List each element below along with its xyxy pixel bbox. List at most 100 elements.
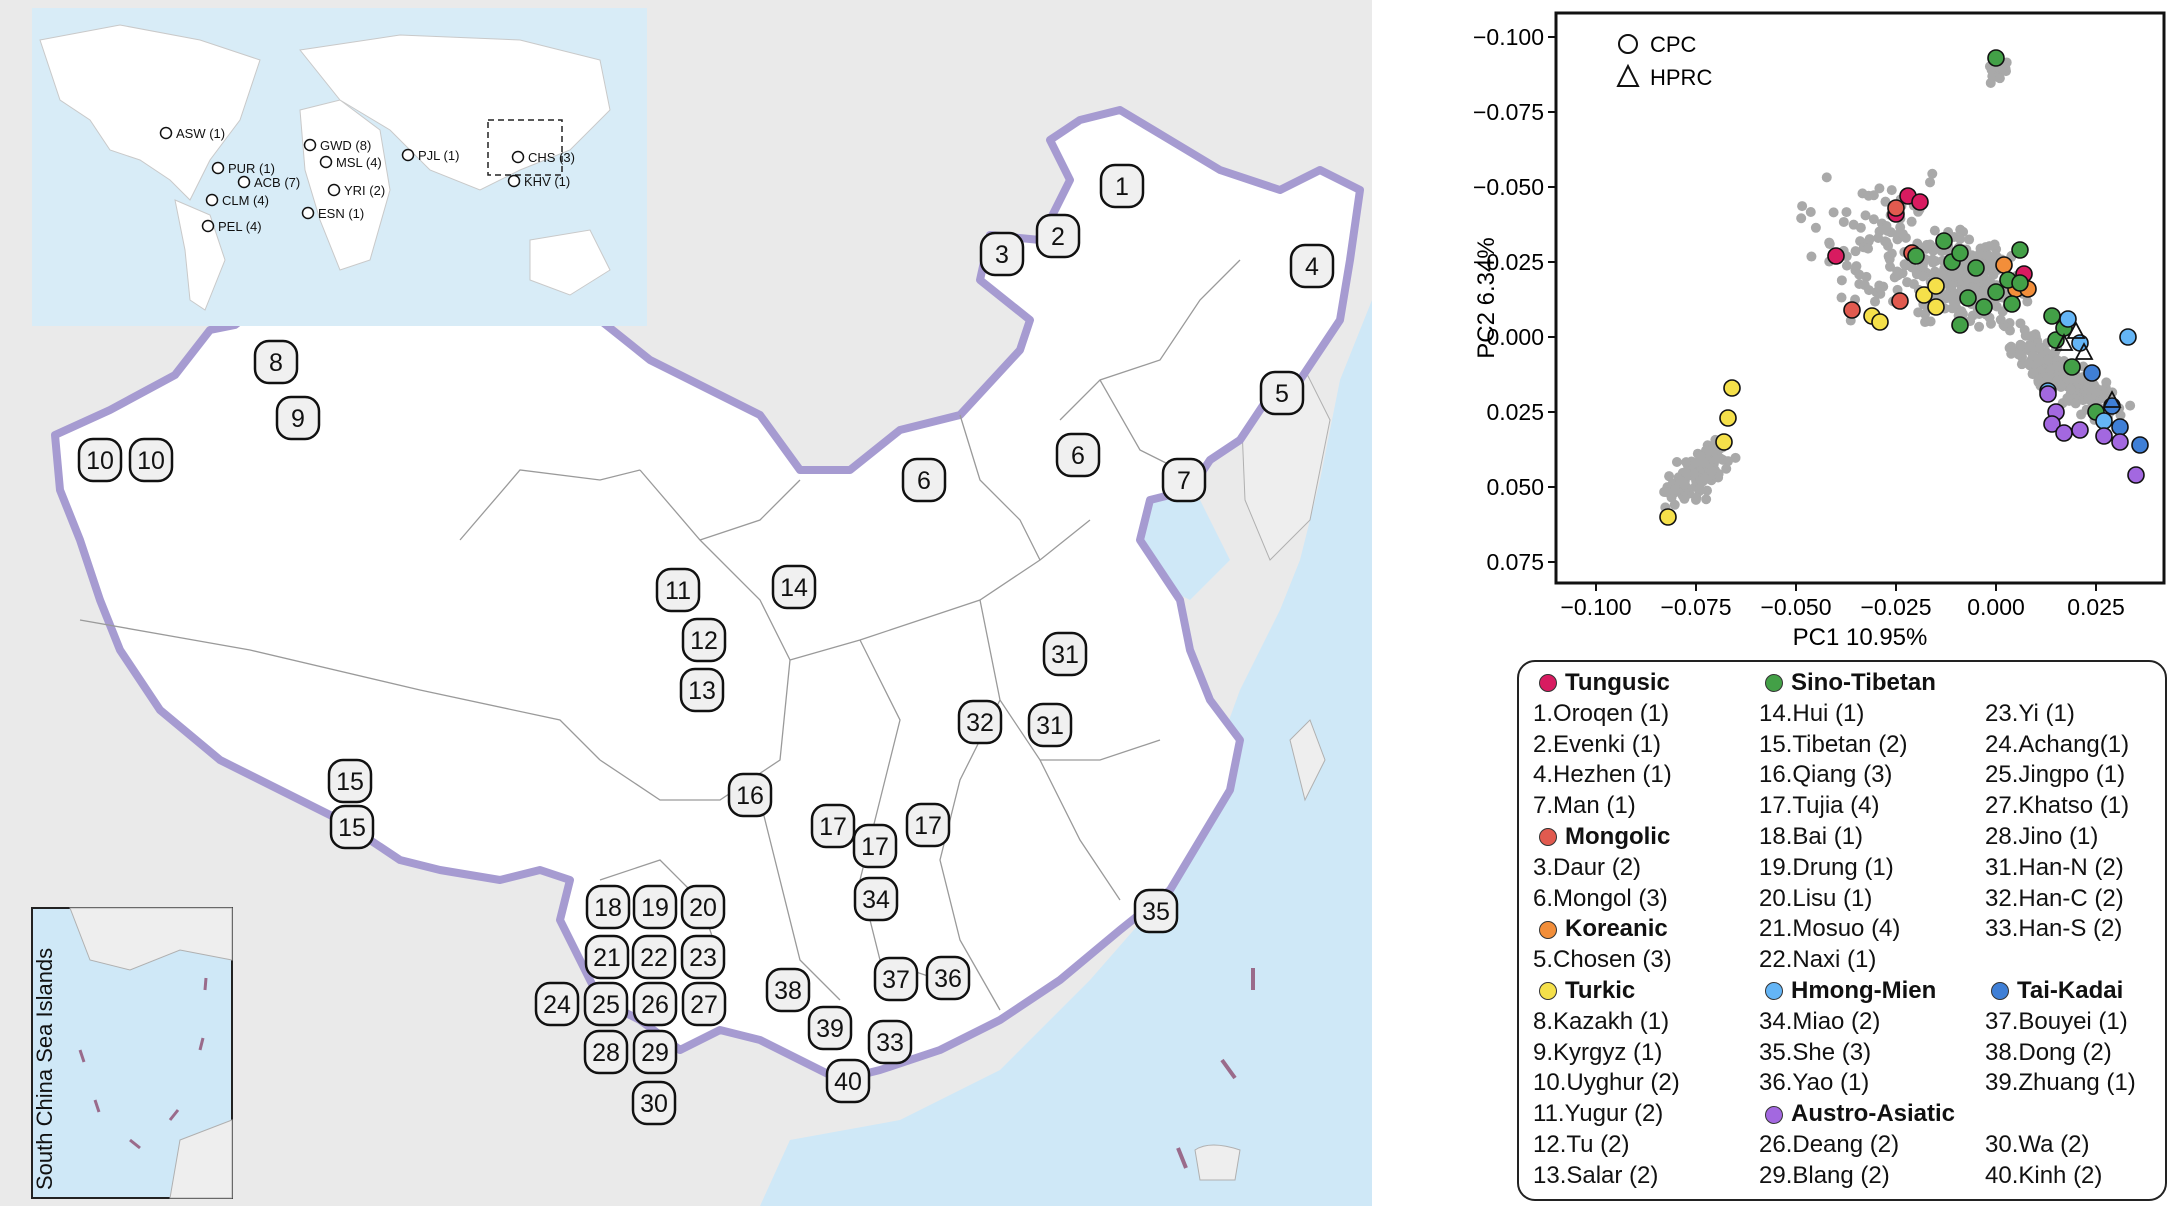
family-color-dot (1765, 674, 1783, 693)
reference-point (2026, 331, 2037, 342)
legend-population-entry: 20.Lisu (1) (1759, 884, 1873, 912)
marker-label: 15 (336, 768, 364, 796)
population-point (1927, 277, 1945, 295)
reference-point (1874, 280, 1885, 291)
population-point (1935, 232, 1953, 250)
reference-point (1671, 456, 1682, 467)
reference-point (2006, 348, 2017, 359)
legend-population-entry: 1.Oroqen (1) (1533, 699, 1670, 727)
legend-population-entry: 23.Yi (1) (1985, 699, 2075, 727)
population-point (1891, 292, 1909, 310)
reference-point (1859, 280, 1870, 291)
marker-label: 8 (269, 349, 283, 377)
reference-point (1900, 232, 1911, 243)
marker-badge (1055, 432, 1101, 478)
reference-point (2042, 372, 2053, 383)
reference-point (2125, 400, 2136, 411)
location-text: ACB (7) (254, 175, 300, 190)
location-text: PJL (1) (418, 148, 459, 163)
population-point (2127, 466, 2145, 484)
legend-population-entry: 3.Daur (2) (1533, 853, 1642, 881)
y-tick-label: −0.050 (1473, 174, 1544, 200)
marker-label: 33 (876, 1029, 904, 1057)
pca-scatter-chart: −0.100 −0.075 −0.050 −0.025 0.000 0.025 −0.100… (1473, 11, 2166, 651)
map-marker: 11 (655, 567, 701, 613)
reference-point (2042, 354, 2053, 365)
marker-badge (979, 231, 1025, 277)
marker-badge (77, 437, 123, 483)
shape-legend-item: HPRC (1616, 63, 1712, 90)
reference-point (1723, 456, 1734, 467)
reference-point (1964, 234, 1975, 245)
marker-badge (253, 339, 299, 385)
reference-point (1880, 196, 1891, 207)
reference-point (1703, 446, 1714, 457)
population-point (1951, 244, 1969, 262)
reference-point (1961, 272, 1972, 283)
marker-label: 25 (592, 991, 620, 1019)
legend-spacer (1985, 1099, 2136, 1130)
location-circle (303, 138, 317, 152)
legend-population-entry: 29.Blang (2) (1759, 1161, 1890, 1189)
reference-point (1881, 223, 1892, 234)
reference-point (1797, 201, 1808, 212)
marker-label: 34 (862, 886, 890, 914)
marker-label: 6 (1071, 442, 1085, 470)
legend-family-heading: Koreanic (1533, 914, 1680, 945)
world-population-label: ASW (1) (159, 126, 225, 141)
family-name: Tai-Kadai (2017, 976, 2124, 1004)
map-marker: 18 (585, 884, 631, 930)
reference-point (1946, 270, 1957, 281)
map-marker: 19 (632, 884, 678, 930)
reference-point (2016, 359, 2027, 370)
legend-population-entry: 28.Jino (1) (1985, 822, 2099, 850)
marker-label: 6 (917, 467, 931, 495)
reference-point (2062, 393, 2073, 404)
legend-family-heading: Austro-Asiatic (1759, 1099, 1955, 1130)
marker-badge (1035, 213, 1081, 259)
axes: −0.100 −0.075 −0.050 −0.025 0.000 0.025 −0.100… (1473, 24, 2125, 620)
reference-point (1983, 250, 1994, 261)
pca-panel: −0.100 −0.075 −0.050 −0.025 0.000 0.025 −0.100… (1468, 0, 2182, 651)
reference-point (1886, 185, 1897, 196)
legend-population-entry: 30.Wa (2) (1985, 1130, 2090, 1158)
reference-point (1929, 225, 1940, 236)
shape-legend: CPC HPRC (1616, 32, 1712, 90)
legend-population-entry: 34.Miao (2) (1759, 1007, 1881, 1035)
reference-point (1921, 239, 1932, 250)
legend-population-entry: 21.Mosuo (4) (1759, 915, 1901, 943)
legend-column-1: Tungusic 1.Oroqen (1) 2.Evenki (1) 4.Hezhen… (1533, 668, 1680, 1192)
world-population-label: YRI (2) (327, 183, 385, 198)
marker-label: 32 (966, 709, 994, 737)
marker-badge (771, 564, 817, 610)
reference-point (1886, 248, 1897, 259)
y-tick-label: 0.075 (1486, 549, 1544, 575)
reference-point (2034, 342, 2045, 353)
marker-badge (631, 934, 677, 980)
marker-badge (655, 567, 701, 613)
marker-badge (128, 437, 174, 483)
legend-family-heading: Turkic (1533, 976, 1680, 1007)
hprc-point (2054, 333, 2074, 351)
map-marker: 32 (957, 699, 1003, 745)
family-color-dot (1539, 982, 1557, 1001)
marker-label: 3 (995, 241, 1009, 269)
map-marker: 8 (253, 339, 299, 385)
population-point (1719, 409, 1737, 427)
population-point (1911, 193, 1929, 211)
map-marker: 7 (1161, 457, 1207, 503)
south-china-sea-inset: South China Sea Islands (31, 907, 233, 1199)
reference-point (2070, 398, 2081, 409)
family-color-dot (1539, 828, 1557, 847)
reference-point (2015, 318, 2026, 329)
marker-label: 16 (736, 782, 764, 810)
reference-point (1902, 277, 1913, 288)
family-name: Tungusic (1565, 669, 1670, 696)
reference-point (1925, 177, 1936, 188)
legend-population-entry: 37.Bouyei (1) (1985, 1007, 2128, 1035)
map-marker: 17 (852, 823, 898, 869)
marker-badge (957, 699, 1003, 745)
legend-population-entry: 14.Hui (1) (1759, 699, 1865, 727)
reference-point (1874, 183, 1885, 194)
family-name: Hmong-Mien (1791, 976, 1937, 1004)
